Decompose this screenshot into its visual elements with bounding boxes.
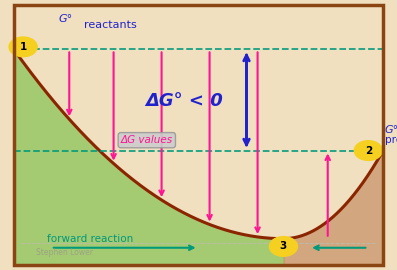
Text: 3: 3	[280, 241, 287, 251]
Circle shape	[9, 37, 37, 57]
Text: 2: 2	[365, 146, 372, 156]
Text: products: products	[385, 135, 397, 145]
Text: ΔG° < 0: ΔG° < 0	[145, 92, 223, 110]
Circle shape	[270, 237, 297, 256]
Text: G°: G°	[58, 15, 72, 25]
Text: reactants: reactants	[84, 20, 137, 30]
Circle shape	[354, 141, 382, 160]
Text: Stephen Lower: Stephen Lower	[36, 248, 93, 257]
Text: ΔG values: ΔG values	[121, 135, 173, 145]
Text: forward reaction: forward reaction	[47, 234, 133, 244]
Text: G°: G°	[385, 125, 397, 135]
Text: 1: 1	[19, 42, 27, 52]
